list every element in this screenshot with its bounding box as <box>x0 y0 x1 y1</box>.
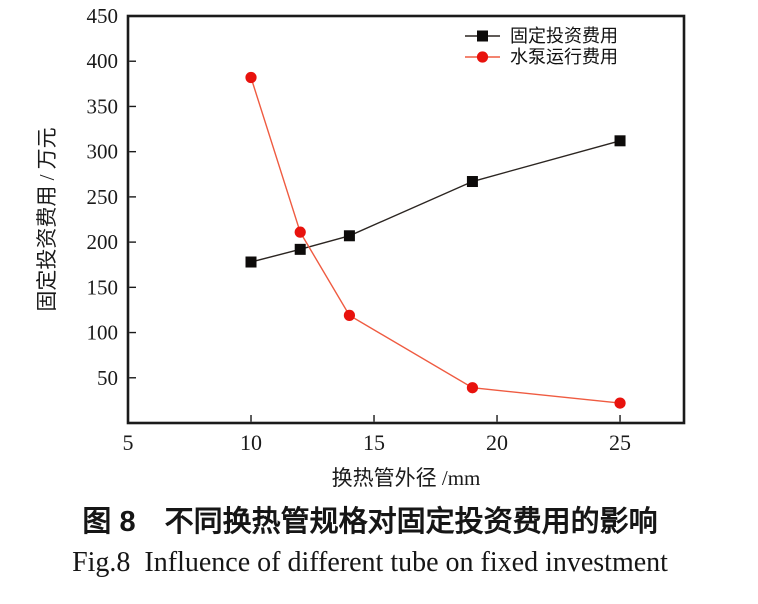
y-tick-label: 150 <box>87 275 119 299</box>
x-tick-label: 15 <box>363 430 385 455</box>
legend-item: 固定投资费用 <box>465 26 618 46</box>
data-point-square <box>466 176 478 188</box>
legend-label: 固定投资费用 <box>510 26 618 46</box>
y-tick-label: 450 <box>87 4 119 28</box>
y-tick-label: 350 <box>87 94 119 118</box>
data-point-square <box>245 256 257 268</box>
y-tick-label: 100 <box>87 321 119 345</box>
y-tick-label: 50 <box>97 366 118 390</box>
chart: 50 100 150 200 250 300 350 400 450 5 10 15 20 25 换热管外径… <box>35 4 686 490</box>
y-tick-label: 400 <box>87 49 119 73</box>
plot-border <box>126 14 686 425</box>
x-axis-label: 换热管外径 /mm <box>332 466 481 490</box>
data-point-circle <box>614 397 626 409</box>
series-line-1 <box>250 77 621 404</box>
y-axis-label: 固定投资费用 / 万元 <box>35 127 59 311</box>
x-tick-label: 5 <box>123 430 134 455</box>
x-tick-label: 10 <box>240 430 262 455</box>
y-tick-label: 300 <box>87 140 119 164</box>
x-tick-label: 20 <box>486 430 508 455</box>
data-point-circle <box>466 382 479 394</box>
y-tick-label: 250 <box>87 185 119 209</box>
legend-marker-circle <box>476 51 489 63</box>
legend-item: 水泵运行费用 <box>465 47 618 67</box>
data-point-square <box>343 230 355 242</box>
legend-marker-square <box>477 30 488 42</box>
data-point-circle <box>343 309 356 321</box>
figure-caption-chinese: 图 8 不同换热管规格对固定投资费用的影响 <box>82 506 658 538</box>
data-point-circle <box>245 71 257 84</box>
data-point-circle <box>294 226 306 238</box>
x-tick-label: 25 <box>609 430 631 455</box>
y-tick-label: 200 <box>87 230 119 254</box>
data-point-square <box>614 135 626 147</box>
data-point-square <box>294 243 306 255</box>
legend-label: 水泵运行费用 <box>510 47 618 67</box>
figure-caption-english: Fig.8 Influence of different tube on fix… <box>72 547 668 578</box>
